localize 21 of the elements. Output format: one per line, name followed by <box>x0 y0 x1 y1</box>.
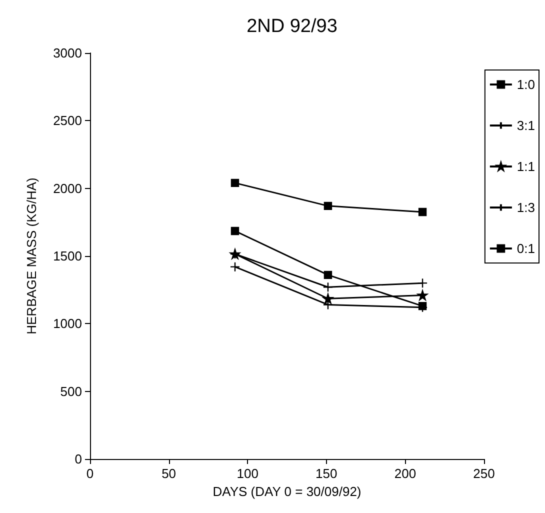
y-axis-title: HERBAGE MASS (KG/HA) <box>24 178 39 334</box>
legend-label: 1:1 <box>516 159 536 174</box>
x-tick-label: 50 <box>162 466 176 481</box>
legend-label: 1:0 <box>516 77 536 92</box>
legend-label: 0:1 <box>516 241 536 256</box>
y-tick-label: 2000 <box>53 180 82 196</box>
x-axis-title: DAYS (DAY 0 = 30/09/92) <box>212 484 362 499</box>
y-tick-label: 500 <box>60 384 82 399</box>
y-tick-label: 0 <box>74 452 82 466</box>
y-tick-label: 2500 <box>53 113 82 128</box>
x-tick-label: 100 <box>236 466 258 481</box>
legend-label: 3:1 <box>516 118 536 133</box>
x-tick-label: 200 <box>394 466 416 481</box>
x-tick-label: 150 <box>316 466 338 481</box>
chart-title: 2ND 92/93 <box>246 16 338 37</box>
y-tick-label: 1000 <box>53 316 82 332</box>
legend-label: 1:3 <box>516 200 536 215</box>
x-tick-label: 0 <box>86 466 94 481</box>
y-tick-label: 3000 <box>53 46 82 60</box>
x-tick-label: 250 <box>473 466 495 481</box>
y-tick-label: 1500 <box>53 248 82 264</box>
